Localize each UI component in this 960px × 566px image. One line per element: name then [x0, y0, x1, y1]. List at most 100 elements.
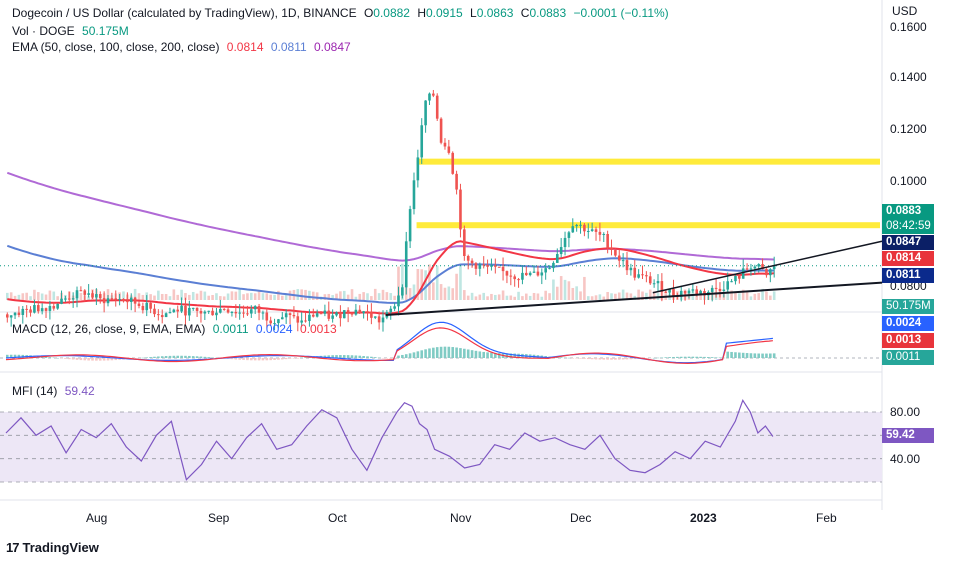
macd-line-value: 0.0024 — [255, 322, 293, 336]
volume-bar — [79, 292, 83, 300]
ema200-price-label: 0.0847 — [882, 235, 934, 250]
candle-body — [222, 308, 226, 310]
ema50-value: 0.0814 — [226, 40, 264, 54]
time-tick: Aug — [86, 511, 108, 525]
candle-body — [408, 209, 412, 242]
macd-pane — [0, 321, 882, 365]
volume-bar — [501, 290, 505, 300]
volume-bar — [269, 294, 272, 300]
candle-body — [629, 267, 633, 271]
candle-body — [129, 297, 133, 303]
candle-body — [60, 298, 63, 304]
volume-bar — [184, 293, 187, 300]
volume-bar — [571, 287, 575, 300]
candle-body — [358, 309, 362, 314]
candle-body — [668, 288, 671, 293]
candle-body — [525, 272, 528, 276]
low-value: 0.0863 — [476, 6, 514, 20]
candle-body — [261, 312, 265, 314]
volume-bar — [122, 291, 125, 300]
volume-bar — [420, 269, 424, 300]
candle-body — [64, 298, 67, 300]
macd-histogram-bar — [60, 358, 63, 359]
candle-body — [412, 180, 416, 210]
resistance-zones — [416, 158, 880, 229]
last-price-label: 0.0883 — [882, 204, 934, 219]
volume-legend[interactable]: Vol · DOGE 50.175M — [12, 24, 133, 38]
macd-histogram-bar — [250, 358, 253, 361]
candle-body — [397, 295, 400, 307]
ema-label: EMA (50, close, 100, close, 200, close) — [12, 40, 220, 54]
candle-body — [304, 320, 307, 322]
macd-histogram-bar — [149, 357, 152, 358]
macd-histogram-bar — [447, 346, 451, 358]
macd-histogram-bar — [145, 357, 149, 358]
macd-histogram-bar — [614, 358, 617, 360]
macd-histogram-bar — [610, 358, 613, 360]
macd-histogram-bar — [656, 357, 660, 359]
volume-bar — [327, 293, 331, 300]
volume-bar — [586, 296, 590, 300]
macd-histogram-bar — [157, 356, 160, 358]
candle-body — [71, 298, 75, 300]
volume-bar — [474, 296, 478, 300]
macd-histogram-bar — [238, 358, 241, 360]
volume-label: Vol · DOGE — [12, 24, 75, 38]
candle-body — [300, 320, 303, 323]
candle-body — [726, 281, 730, 290]
macd-histogram-bar — [432, 347, 435, 358]
candle-body — [257, 306, 261, 313]
volume-bar — [652, 291, 656, 300]
candle-body — [757, 264, 760, 267]
macd-histogram-bar — [176, 355, 180, 358]
volume-bar — [765, 291, 768, 300]
candle-body — [226, 309, 230, 313]
macd-histogram-bar — [164, 356, 168, 358]
volume-bar — [33, 289, 36, 300]
macd-histogram-bar — [373, 357, 377, 358]
candle-body — [215, 312, 218, 316]
macd-legend[interactable]: MACD (12, 26, close, 9, EMA, EMA) 0.0011… — [12, 322, 341, 336]
macd-histogram-bar — [722, 357, 726, 359]
macd-histogram-bar — [327, 355, 331, 358]
candle-body — [610, 247, 613, 250]
volume-bar — [370, 296, 373, 300]
macd-histogram-bar — [714, 357, 718, 358]
macd-histogram-bar — [408, 353, 412, 358]
mfi-value: 59.42 — [64, 384, 95, 398]
volume-bar — [494, 294, 497, 300]
candle-body — [246, 313, 249, 315]
symbol-legend[interactable]: Dogecoin / US Dollar (calculated by Trad… — [12, 6, 673, 20]
macd-histogram-bar — [280, 358, 284, 360]
volume-bar — [637, 289, 640, 300]
mfi-legend[interactable]: MFI (14) 59.42 — [12, 384, 99, 398]
candle-body — [250, 309, 253, 314]
candle-body — [691, 289, 695, 291]
macd-histogram-bar — [753, 353, 757, 358]
macd-histogram-bar — [265, 358, 269, 361]
candle-body — [157, 314, 160, 316]
macd-histogram-bar — [416, 351, 420, 358]
volume-bar — [6, 292, 9, 300]
candle-body — [230, 312, 234, 314]
volume-bar — [346, 294, 350, 300]
candle-body — [734, 275, 737, 282]
macd-histogram-bar — [246, 358, 249, 361]
volume-bar — [544, 290, 547, 300]
candle-body — [393, 306, 396, 309]
candle-body — [509, 275, 513, 277]
volume-bar — [195, 293, 199, 300]
macd-histogram-bar — [180, 355, 183, 358]
macd-histogram-bar — [331, 355, 334, 358]
tradingview-logo[interactable]: 17 TradingView — [6, 540, 99, 555]
ema-legend[interactable]: EMA (50, close, 100, close, 200, close) … — [12, 40, 355, 54]
candle-body — [79, 290, 83, 292]
macd-histogram-bar — [401, 354, 404, 358]
macd-histogram-bar — [277, 358, 280, 360]
ema100-value: 0.0811 — [270, 40, 307, 54]
candle-body — [590, 229, 594, 231]
volume-bar — [164, 293, 168, 300]
candle-body — [749, 268, 753, 270]
volume-bar — [664, 289, 668, 300]
